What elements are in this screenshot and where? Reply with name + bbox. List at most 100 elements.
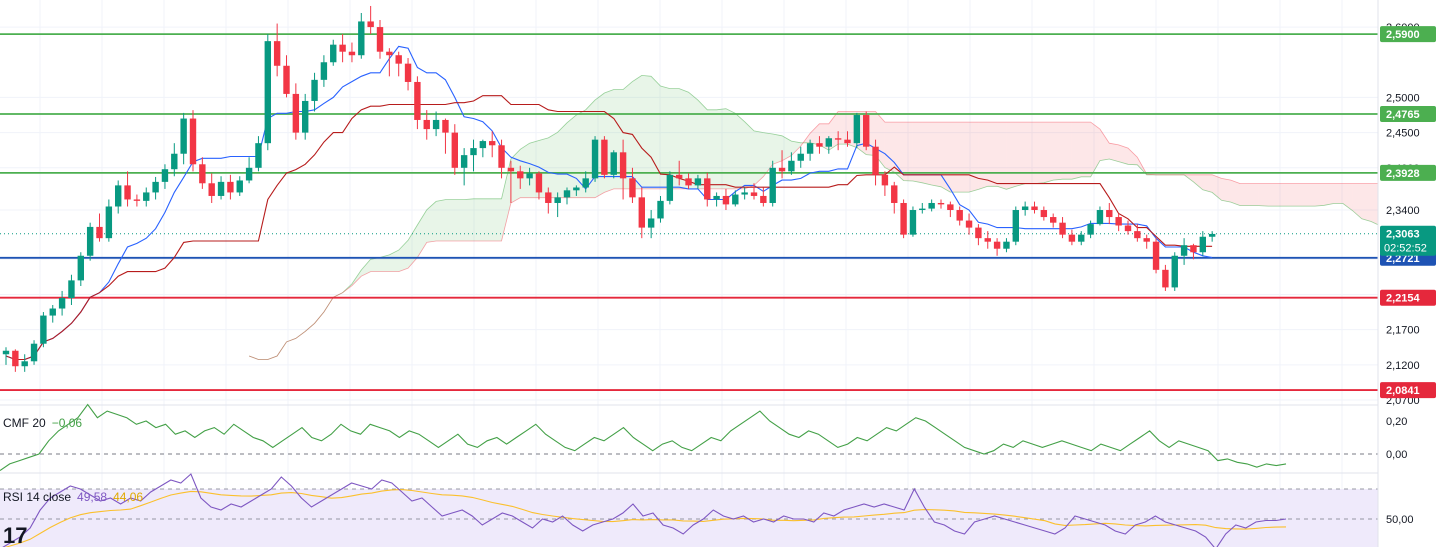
candle — [797, 146, 804, 168]
candle-body — [591, 139, 599, 179]
level-badge-label: 2,2721 — [1386, 253, 1420, 265]
candle-body — [30, 343, 38, 362]
candle — [264, 34, 271, 151]
candle — [311, 72, 318, 112]
candle — [96, 213, 103, 242]
candle-body — [1199, 236, 1206, 253]
cloud-segment — [1062, 122, 1072, 180]
candle-body — [1143, 238, 1150, 242]
candle-body — [872, 146, 879, 175]
candle — [900, 199, 907, 239]
cloud-segment — [1025, 122, 1035, 184]
candle-body — [657, 200, 664, 219]
candle-body — [330, 44, 337, 63]
candle — [12, 349, 19, 372]
cmf-pane — [0, 403, 1378, 471]
candle-body — [863, 115, 870, 147]
candle-body — [722, 195, 730, 205]
svg-text:17: 17 — [3, 523, 27, 547]
candle — [1087, 220, 1094, 239]
level-badge-label: 2,2154 — [1386, 293, 1421, 305]
candle-body — [2, 350, 10, 355]
candle — [993, 238, 1001, 256]
cloud-segment — [1043, 122, 1054, 183]
rsi-legend[interactable]: RSI 14 close 49,58 44,06 — [3, 490, 149, 504]
candle — [115, 180, 122, 214]
candle — [1031, 201, 1038, 214]
cmf-tick-label: 0,00 — [1386, 449, 1407, 461]
candle — [1134, 224, 1141, 242]
candle — [909, 206, 917, 237]
candle-body — [1115, 217, 1122, 226]
candle — [619, 139, 627, 200]
candle — [863, 111, 870, 151]
candle — [685, 173, 692, 189]
candle-body — [1171, 255, 1178, 288]
candle-body — [629, 178, 636, 198]
cloud-segment — [1324, 183, 1334, 206]
candle — [816, 136, 823, 154]
candle — [358, 13, 365, 59]
senkou-span-a — [248, 74, 1381, 360]
candle — [1124, 220, 1132, 235]
price-badges: 2,5900 2,4765 2,3928 2,2721 2,2154 2,0841 2,30… — [1380, 26, 1436, 399]
candle — [1068, 229, 1076, 246]
candle — [460, 148, 468, 186]
candle — [189, 110, 197, 172]
candle — [891, 181, 898, 214]
cloud-segment — [903, 122, 913, 181]
candle-body — [788, 160, 795, 172]
candle-body — [965, 220, 973, 228]
candle-body — [255, 143, 262, 168]
candle-body — [517, 171, 524, 179]
candle — [694, 174, 702, 189]
candle — [330, 39, 337, 66]
candle-body — [367, 21, 374, 28]
ichimoku-lines — [5, 45, 1213, 361]
candle — [40, 312, 47, 348]
candle-body — [601, 139, 608, 175]
cloud-segment — [445, 199, 455, 241]
candle — [657, 195, 664, 223]
candle-body — [1106, 210, 1113, 218]
cloud-segment — [380, 254, 390, 272]
price-tick-label: 2,4500 — [1386, 128, 1420, 140]
candle-body — [638, 197, 645, 228]
candle-body — [694, 178, 702, 186]
candle — [591, 136, 599, 182]
candle-body — [339, 44, 346, 52]
candle — [367, 5, 374, 35]
candle — [507, 160, 515, 203]
candle-body — [1059, 222, 1066, 235]
cloud-segment — [810, 123, 820, 145]
rsi-label: RSI 14 close — [3, 490, 72, 504]
candle-body — [1190, 245, 1197, 253]
candle — [404, 58, 412, 91]
cloud-segment — [548, 132, 558, 198]
cloud-segment — [1258, 183, 1269, 207]
candle — [30, 340, 38, 365]
level-badge — [1380, 105, 1436, 122]
candle — [975, 224, 982, 246]
candle — [180, 112, 187, 165]
candle-body — [451, 132, 458, 168]
candle — [526, 167, 533, 186]
candle — [1152, 238, 1160, 274]
cloud-segment — [1128, 148, 1138, 165]
candle — [161, 164, 169, 189]
candle-body — [853, 115, 861, 144]
candle — [395, 51, 402, 77]
candle-body — [619, 152, 627, 179]
cloud-segment — [1315, 183, 1325, 207]
candle-body — [881, 174, 889, 186]
cloud-segment — [679, 88, 689, 189]
candle-body — [58, 297, 66, 309]
candle — [77, 252, 84, 287]
candle — [245, 157, 253, 184]
candle — [124, 171, 131, 207]
cmf-legend[interactable]: CMF 20 −0,06 — [3, 416, 88, 430]
candle-body — [825, 138, 832, 147]
cloud-segment — [1296, 183, 1306, 207]
candle — [1190, 243, 1197, 260]
